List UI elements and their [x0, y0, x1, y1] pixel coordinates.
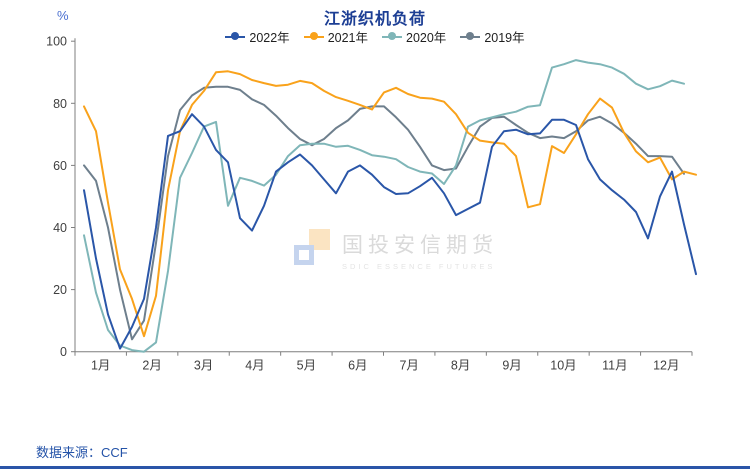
legend-label: 2020年	[406, 31, 447, 45]
x-tick-label: 3月	[194, 359, 213, 373]
x-tick-label: 4月	[245, 359, 264, 373]
x-tick-label: 9月	[502, 359, 521, 373]
x-tick-label: 2月	[142, 359, 161, 373]
y-tick-label: 80	[53, 97, 67, 111]
bottom-divider	[0, 466, 750, 469]
legend-item-2021年: 2021年	[303, 27, 368, 46]
x-tick-label: 11月	[602, 359, 627, 373]
line-plot: 0 20 40 60 80 100 1月 2月 3月 4月 5月 6月 7月 8月 9月 10月 11月 12月	[46, 35, 697, 373]
legend-label: 2021年	[327, 31, 368, 45]
x-tick-label: 7月	[399, 359, 418, 373]
x-tick-label: 6月	[348, 359, 367, 373]
x-tick-label: 5月	[297, 359, 316, 373]
data-source-text: 数据来源：CCF	[36, 445, 128, 460]
series-line-2020年	[83, 59, 685, 353]
chart-title: 江浙织机负荷	[323, 11, 426, 28]
x-tick-label: 10月	[550, 359, 576, 373]
legend-item-2020年: 2020年	[382, 27, 446, 46]
y-tick-label: 100	[46, 35, 67, 49]
legend-marker-icon	[225, 32, 246, 41]
legend-marker-icon	[303, 32, 324, 41]
legend-label: 2019年	[484, 31, 525, 45]
y-tick-label: 40	[53, 221, 67, 235]
legend-marker-icon	[382, 32, 402, 41]
legend-item-2022年: 2022年	[225, 27, 290, 46]
legend-item-2019年: 2019年	[460, 27, 525, 46]
chart-legend: 2022年 2021年 2020年 2019年	[0, 27, 750, 46]
series-line-2021年	[83, 70, 697, 338]
series-line-2022年	[83, 113, 697, 350]
legend-label: 2022年	[249, 31, 290, 45]
series-line-2019年	[83, 85, 685, 341]
y-tick-label: 0	[60, 345, 67, 359]
x-tick-label: 8月	[451, 359, 470, 373]
y-tick-label: 60	[53, 159, 67, 173]
x-tick-label: 1月	[91, 359, 110, 373]
legend-marker-icon	[460, 32, 481, 41]
x-tick-label: 12月	[653, 359, 679, 373]
y-axis-unit-label: %	[57, 8, 69, 23]
y-tick-label: 20	[53, 283, 67, 297]
